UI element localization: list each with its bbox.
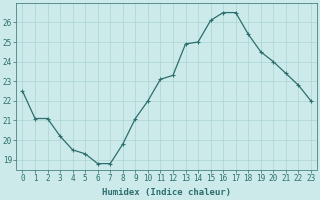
X-axis label: Humidex (Indice chaleur): Humidex (Indice chaleur) bbox=[102, 188, 231, 197]
